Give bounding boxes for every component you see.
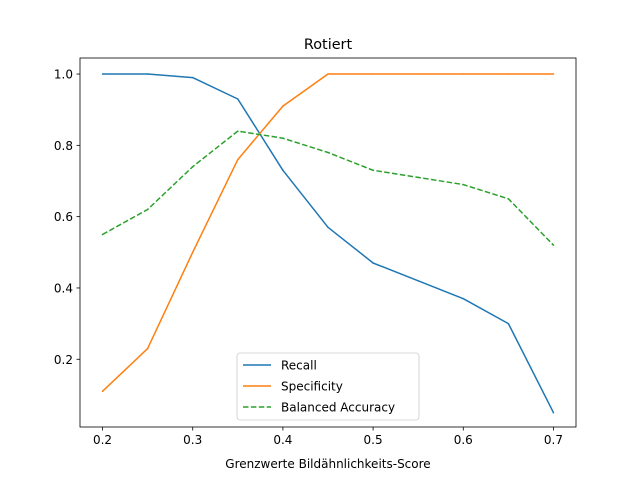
series-2-point: [372, 169, 374, 172]
series-0-point: [237, 98, 239, 100]
y-tick-label: 0.4: [54, 281, 73, 295]
legend-box: [236, 352, 420, 421]
series-1-point: [507, 73, 510, 75]
series-1-point: [327, 73, 329, 75]
series-0-point: [417, 280, 419, 282]
series-2-point: [417, 176, 419, 179]
series-0-point: [146, 73, 149, 75]
series-2-point: [101, 233, 104, 236]
y-tick-label: 0.2: [54, 353, 73, 367]
series-0-point: [101, 73, 104, 75]
x-tick-label: 0.7: [544, 433, 563, 447]
series-2-point: [191, 165, 194, 168]
series-2-point: [327, 151, 329, 154]
series-2-point: [146, 208, 149, 211]
series-2-point: [282, 137, 284, 139]
x-axis: 0.2 0.3 0.4 0.5 0.6 0.7: [93, 427, 563, 447]
series-0-point: [507, 322, 510, 325]
chart-title: Rotiert: [304, 37, 353, 53]
x-tick-label: 0.2: [93, 433, 112, 447]
y-tick-label: 0.6: [54, 210, 73, 224]
x-axis-label: Grenzwerte Bildähnlichkeits-Score: [225, 457, 430, 471]
series-1-point: [101, 390, 104, 393]
legend-label-0: Recall: [281, 359, 317, 373]
series-1-point: [282, 105, 284, 107]
series-1-point: [462, 73, 465, 75]
series-1-point: [417, 73, 419, 75]
series-2-point: [462, 183, 465, 186]
y-tick-label: 0.8: [54, 139, 73, 153]
series-0-point: [191, 76, 194, 79]
legend-label-1: Specificity: [281, 380, 343, 394]
series-1-point: [552, 73, 555, 75]
x-tick-label: 0.4: [273, 433, 292, 447]
series-0-point: [462, 297, 465, 300]
x-tick-label: 0.3: [183, 433, 202, 447]
series-1-point: [237, 158, 239, 161]
series-2-point: [507, 198, 510, 200]
legend: Recall Specificity Balanced Accuracy: [236, 352, 420, 421]
series-0-point: [372, 262, 374, 264]
series-2-point: [552, 244, 555, 246]
legend-label-2: Balanced Accuracy: [281, 401, 395, 415]
plot-frame: [79, 57, 577, 428]
series-1-point: [372, 73, 374, 75]
plot-series: [101, 73, 555, 414]
series-2-point: [237, 130, 239, 132]
series-0-point: [282, 169, 284, 172]
x-tick-label: 0.5: [364, 433, 383, 447]
x-tick-label: 0.6: [454, 433, 473, 447]
series-0-point: [552, 411, 555, 414]
y-axis: 0.2 0.4 0.6 0.8 1.0: [54, 68, 80, 367]
series-1-point: [146, 347, 149, 350]
series-1-point: [191, 251, 194, 254]
series-0-point: [327, 226, 329, 229]
y-tick-label: 1.0: [54, 68, 73, 82]
